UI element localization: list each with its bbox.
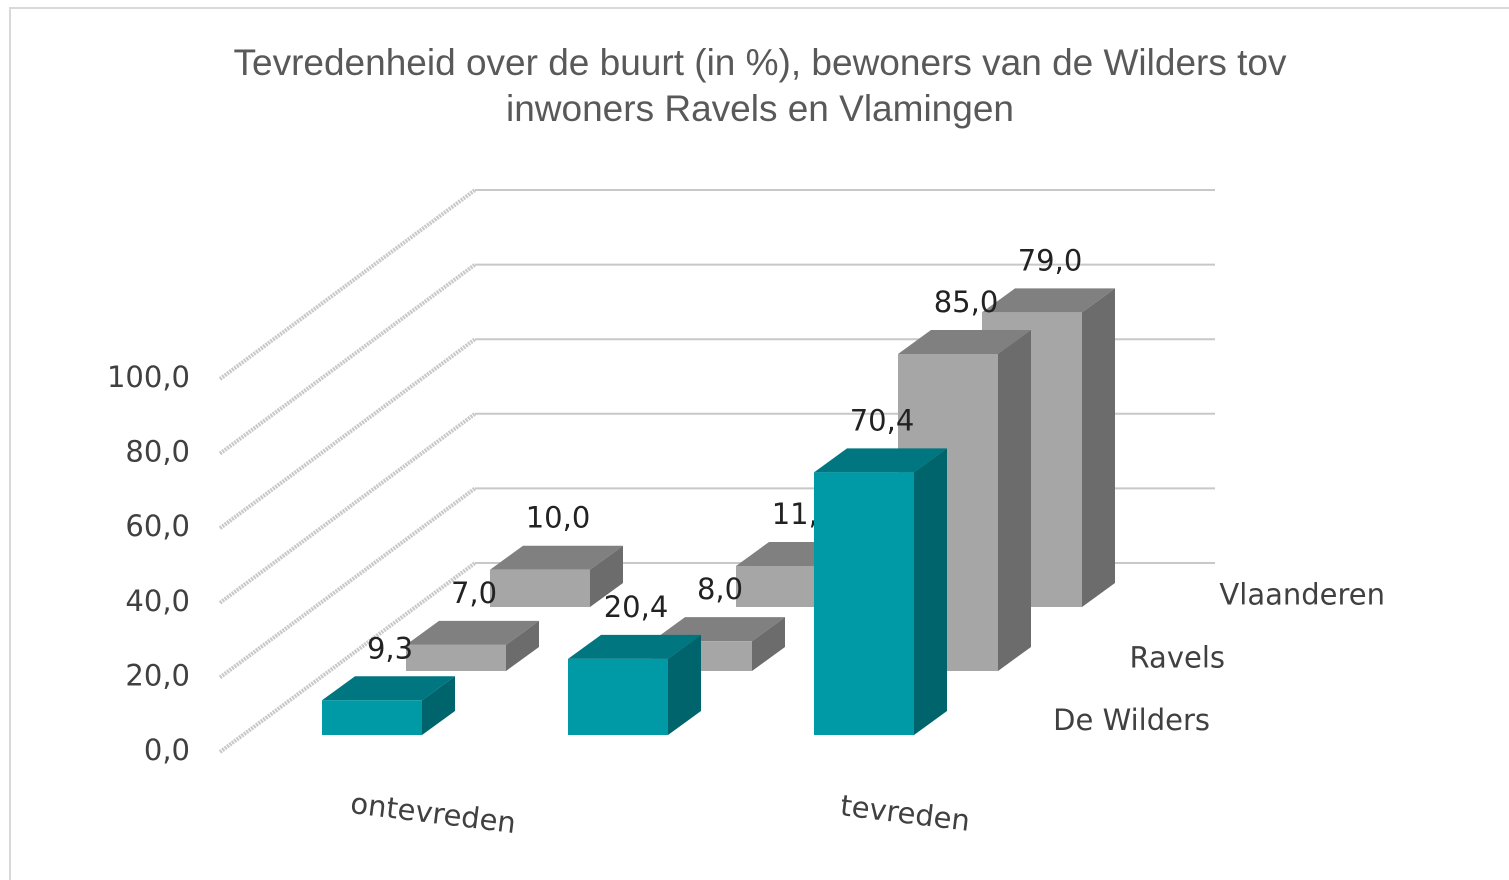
bar-top (322, 676, 455, 701)
bar-side (422, 676, 455, 735)
bar (406, 620, 539, 671)
value-label: 9,3 (367, 631, 413, 665)
series-label: Ravels (1130, 640, 1225, 674)
grid-line (218, 486, 477, 680)
bar-top (406, 620, 539, 645)
y-tick-label: 80,0 (125, 435, 190, 469)
bar-front (322, 700, 422, 735)
value-label: 7,0 (451, 576, 497, 610)
bar-front (568, 658, 668, 735)
series-label: De Wilders (1053, 703, 1210, 737)
value-label: 85,0 (934, 285, 999, 319)
bar-side (668, 634, 701, 735)
grid-line (218, 262, 477, 456)
bar-front (736, 565, 836, 607)
bar-side (998, 329, 1031, 671)
grid-line (218, 337, 477, 530)
chart-border (9, 7, 1509, 880)
value-label: 8,0 (697, 572, 743, 606)
x-tick-label: ontevreden (349, 786, 518, 840)
series-label: Vlaanderen (1219, 578, 1385, 612)
bar-side (590, 545, 623, 607)
y-tick-label: 0,0 (144, 733, 190, 767)
bar-top (568, 634, 701, 659)
bar-front (406, 644, 506, 671)
bar-top (982, 288, 1115, 313)
grid-line (218, 412, 477, 605)
bar-side (1082, 288, 1115, 607)
x-tick-label: tevreden (839, 788, 972, 838)
bar (568, 634, 701, 735)
chart-title: Tevredenheid over de buurt (in %), bewon… (233, 42, 1287, 129)
y-tick-label: 20,0 (125, 658, 190, 692)
bar (490, 545, 623, 607)
bar-side (506, 620, 539, 671)
value-label: 70,4 (850, 403, 915, 437)
y-tick-label: 60,0 (125, 509, 190, 543)
bar-side (752, 617, 785, 671)
value-label: 20,4 (604, 590, 669, 624)
grid-line (218, 561, 477, 754)
bar-top (814, 448, 947, 473)
y-tick-label: 40,0 (125, 584, 190, 618)
bar-front (814, 472, 914, 735)
bar-front (490, 569, 590, 607)
y-tick-label: 100,0 (107, 360, 190, 394)
bar-side (914, 448, 947, 735)
value-label: 10,0 (526, 501, 591, 535)
bar (322, 676, 455, 735)
grid-line (218, 188, 477, 381)
bar-top (490, 545, 623, 570)
bar (814, 448, 947, 735)
value-label: 79,0 (1018, 243, 1083, 277)
bar-top (898, 329, 1031, 354)
